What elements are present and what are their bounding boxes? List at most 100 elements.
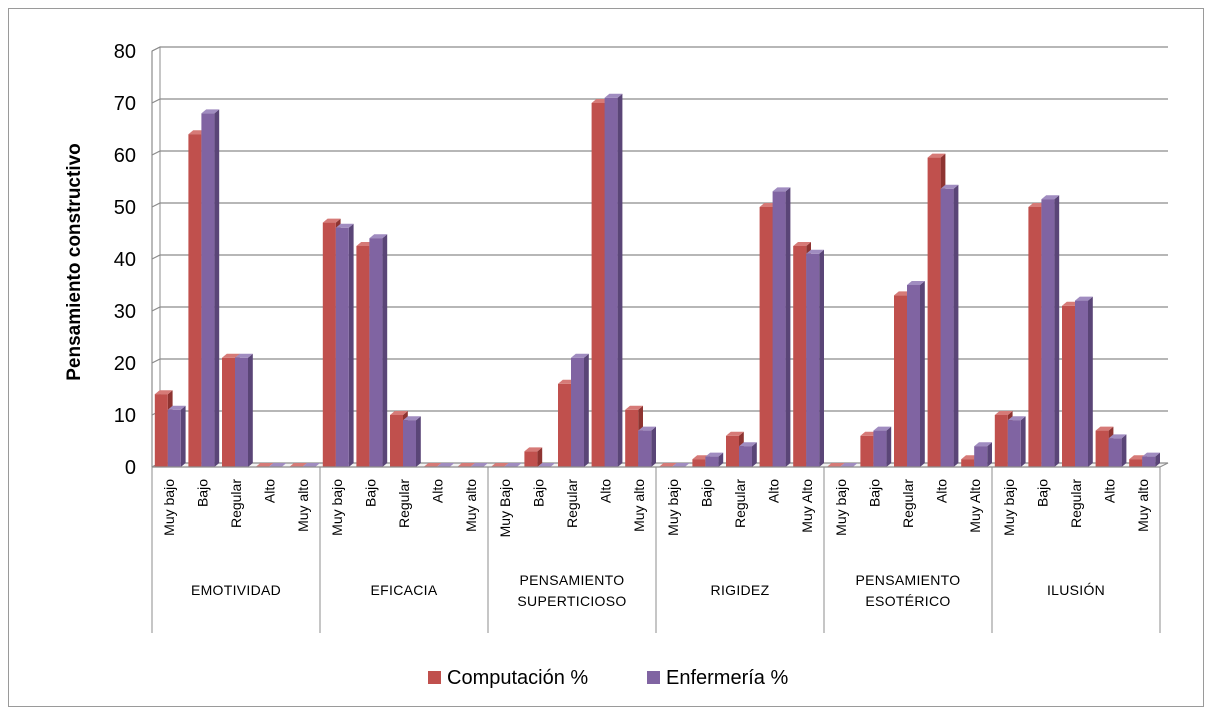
bar-top xyxy=(739,442,757,447)
bar xyxy=(268,463,287,467)
bar-top xyxy=(255,463,274,467)
bar-front xyxy=(994,415,1008,467)
bar-top xyxy=(671,463,690,467)
x-tick-label: Muy bajo xyxy=(161,479,177,536)
bar-top xyxy=(537,463,556,467)
gridline xyxy=(151,46,1168,52)
bar-top xyxy=(625,405,643,410)
bar-front xyxy=(201,113,215,468)
bar-front xyxy=(692,459,706,467)
bar-side xyxy=(180,405,186,467)
bar-front xyxy=(873,430,887,467)
bar-front xyxy=(167,409,181,467)
bar-side xyxy=(1155,452,1160,467)
bar-side xyxy=(953,184,959,468)
bar-side xyxy=(752,442,757,467)
bar-front xyxy=(907,285,920,467)
x-tick-label: Alto xyxy=(934,479,950,503)
bar-side xyxy=(537,447,543,467)
bar xyxy=(705,452,724,467)
bar-top xyxy=(289,463,307,467)
x-tick-label: Bajo xyxy=(194,479,210,507)
bar xyxy=(940,184,959,468)
bar-top xyxy=(302,463,320,467)
y-tick-label: 70 xyxy=(114,93,136,115)
group-label: PENSAMIENTO xyxy=(856,572,961,588)
bar xyxy=(369,234,388,467)
y-tick-labels: 0 10 20 30 40 50 60 70 80 xyxy=(114,41,136,479)
bar-side xyxy=(920,281,925,467)
bar-front xyxy=(625,409,639,467)
bar-top xyxy=(1095,426,1114,431)
bar-top xyxy=(457,463,475,467)
gridline xyxy=(151,150,1168,156)
bar-top xyxy=(201,109,220,114)
x-tick-label: Alto xyxy=(262,479,278,503)
bar-front xyxy=(705,456,719,467)
bar-top xyxy=(335,223,354,228)
x-tick-label: Muy Bajo xyxy=(497,479,513,538)
bar xyxy=(524,447,543,467)
bar xyxy=(1108,434,1127,467)
bar-top xyxy=(403,416,421,421)
bar-front xyxy=(940,188,954,468)
x-tick-label: Regular xyxy=(732,479,748,528)
bar xyxy=(1075,296,1093,467)
legend-item: Enfermería % xyxy=(647,667,788,689)
bar-top xyxy=(1041,195,1060,200)
bar xyxy=(671,463,690,467)
bar xyxy=(571,353,589,467)
bar-front xyxy=(524,451,538,467)
bar-front xyxy=(558,383,571,467)
group-label: EFICACIA xyxy=(371,582,438,598)
x-tick-label: Alto xyxy=(430,479,446,503)
x-tick-label: Muy alto xyxy=(463,479,479,532)
bar-top xyxy=(222,353,240,358)
bar-top xyxy=(524,447,543,452)
x-tick-label: Muy Alto xyxy=(967,479,983,533)
bar-top xyxy=(940,184,959,189)
bar-top xyxy=(423,463,442,467)
bar-top xyxy=(1142,452,1160,457)
y-tick-label: 80 xyxy=(114,41,136,63)
bar xyxy=(255,463,274,467)
bar-top xyxy=(793,242,811,246)
y-tick-label: 0 xyxy=(125,457,136,479)
bar-top xyxy=(873,426,892,431)
bar-top xyxy=(322,218,341,223)
x-tick-label: Regular xyxy=(564,479,580,528)
bar xyxy=(1142,452,1160,467)
bar xyxy=(503,463,522,467)
bar-side xyxy=(1121,434,1127,467)
x-tick-label: Muy bajo xyxy=(1001,479,1017,536)
x-tick-label: Bajo xyxy=(1034,479,1050,507)
bar-front xyxy=(1129,459,1143,467)
bar xyxy=(423,463,442,467)
x-tick-label: Alto xyxy=(766,479,782,503)
bar-top xyxy=(994,411,1013,415)
bar-top xyxy=(826,463,845,467)
group-label: EMOTIVIDAD xyxy=(191,582,281,598)
bar-front xyxy=(1075,300,1088,467)
bar-side xyxy=(214,109,220,468)
bar-top xyxy=(907,281,925,285)
y-tick-label: 50 xyxy=(114,197,136,219)
x-tick-label: Muy alto xyxy=(1135,479,1151,532)
bar-side xyxy=(1054,195,1060,467)
bar xyxy=(457,463,475,467)
y-tick-label: 40 xyxy=(114,249,136,271)
bar-side xyxy=(886,426,892,467)
x-tick-label: Muy alto xyxy=(631,479,647,532)
bar-top xyxy=(167,405,186,410)
x-tick-label: Muy bajo xyxy=(665,479,681,536)
y-tick-label: 10 xyxy=(114,405,136,427)
bar-front xyxy=(961,459,975,467)
bar xyxy=(826,463,845,467)
bar xyxy=(604,93,623,468)
y-tick-label: 60 xyxy=(114,145,136,167)
x-axis: Muy bajo Bajo Regular Alto Muy alto Muy bajo B… xyxy=(151,466,1161,633)
x-tick-label: Regular xyxy=(228,479,244,528)
bar xyxy=(1041,195,1060,467)
bar-front xyxy=(1028,207,1042,467)
